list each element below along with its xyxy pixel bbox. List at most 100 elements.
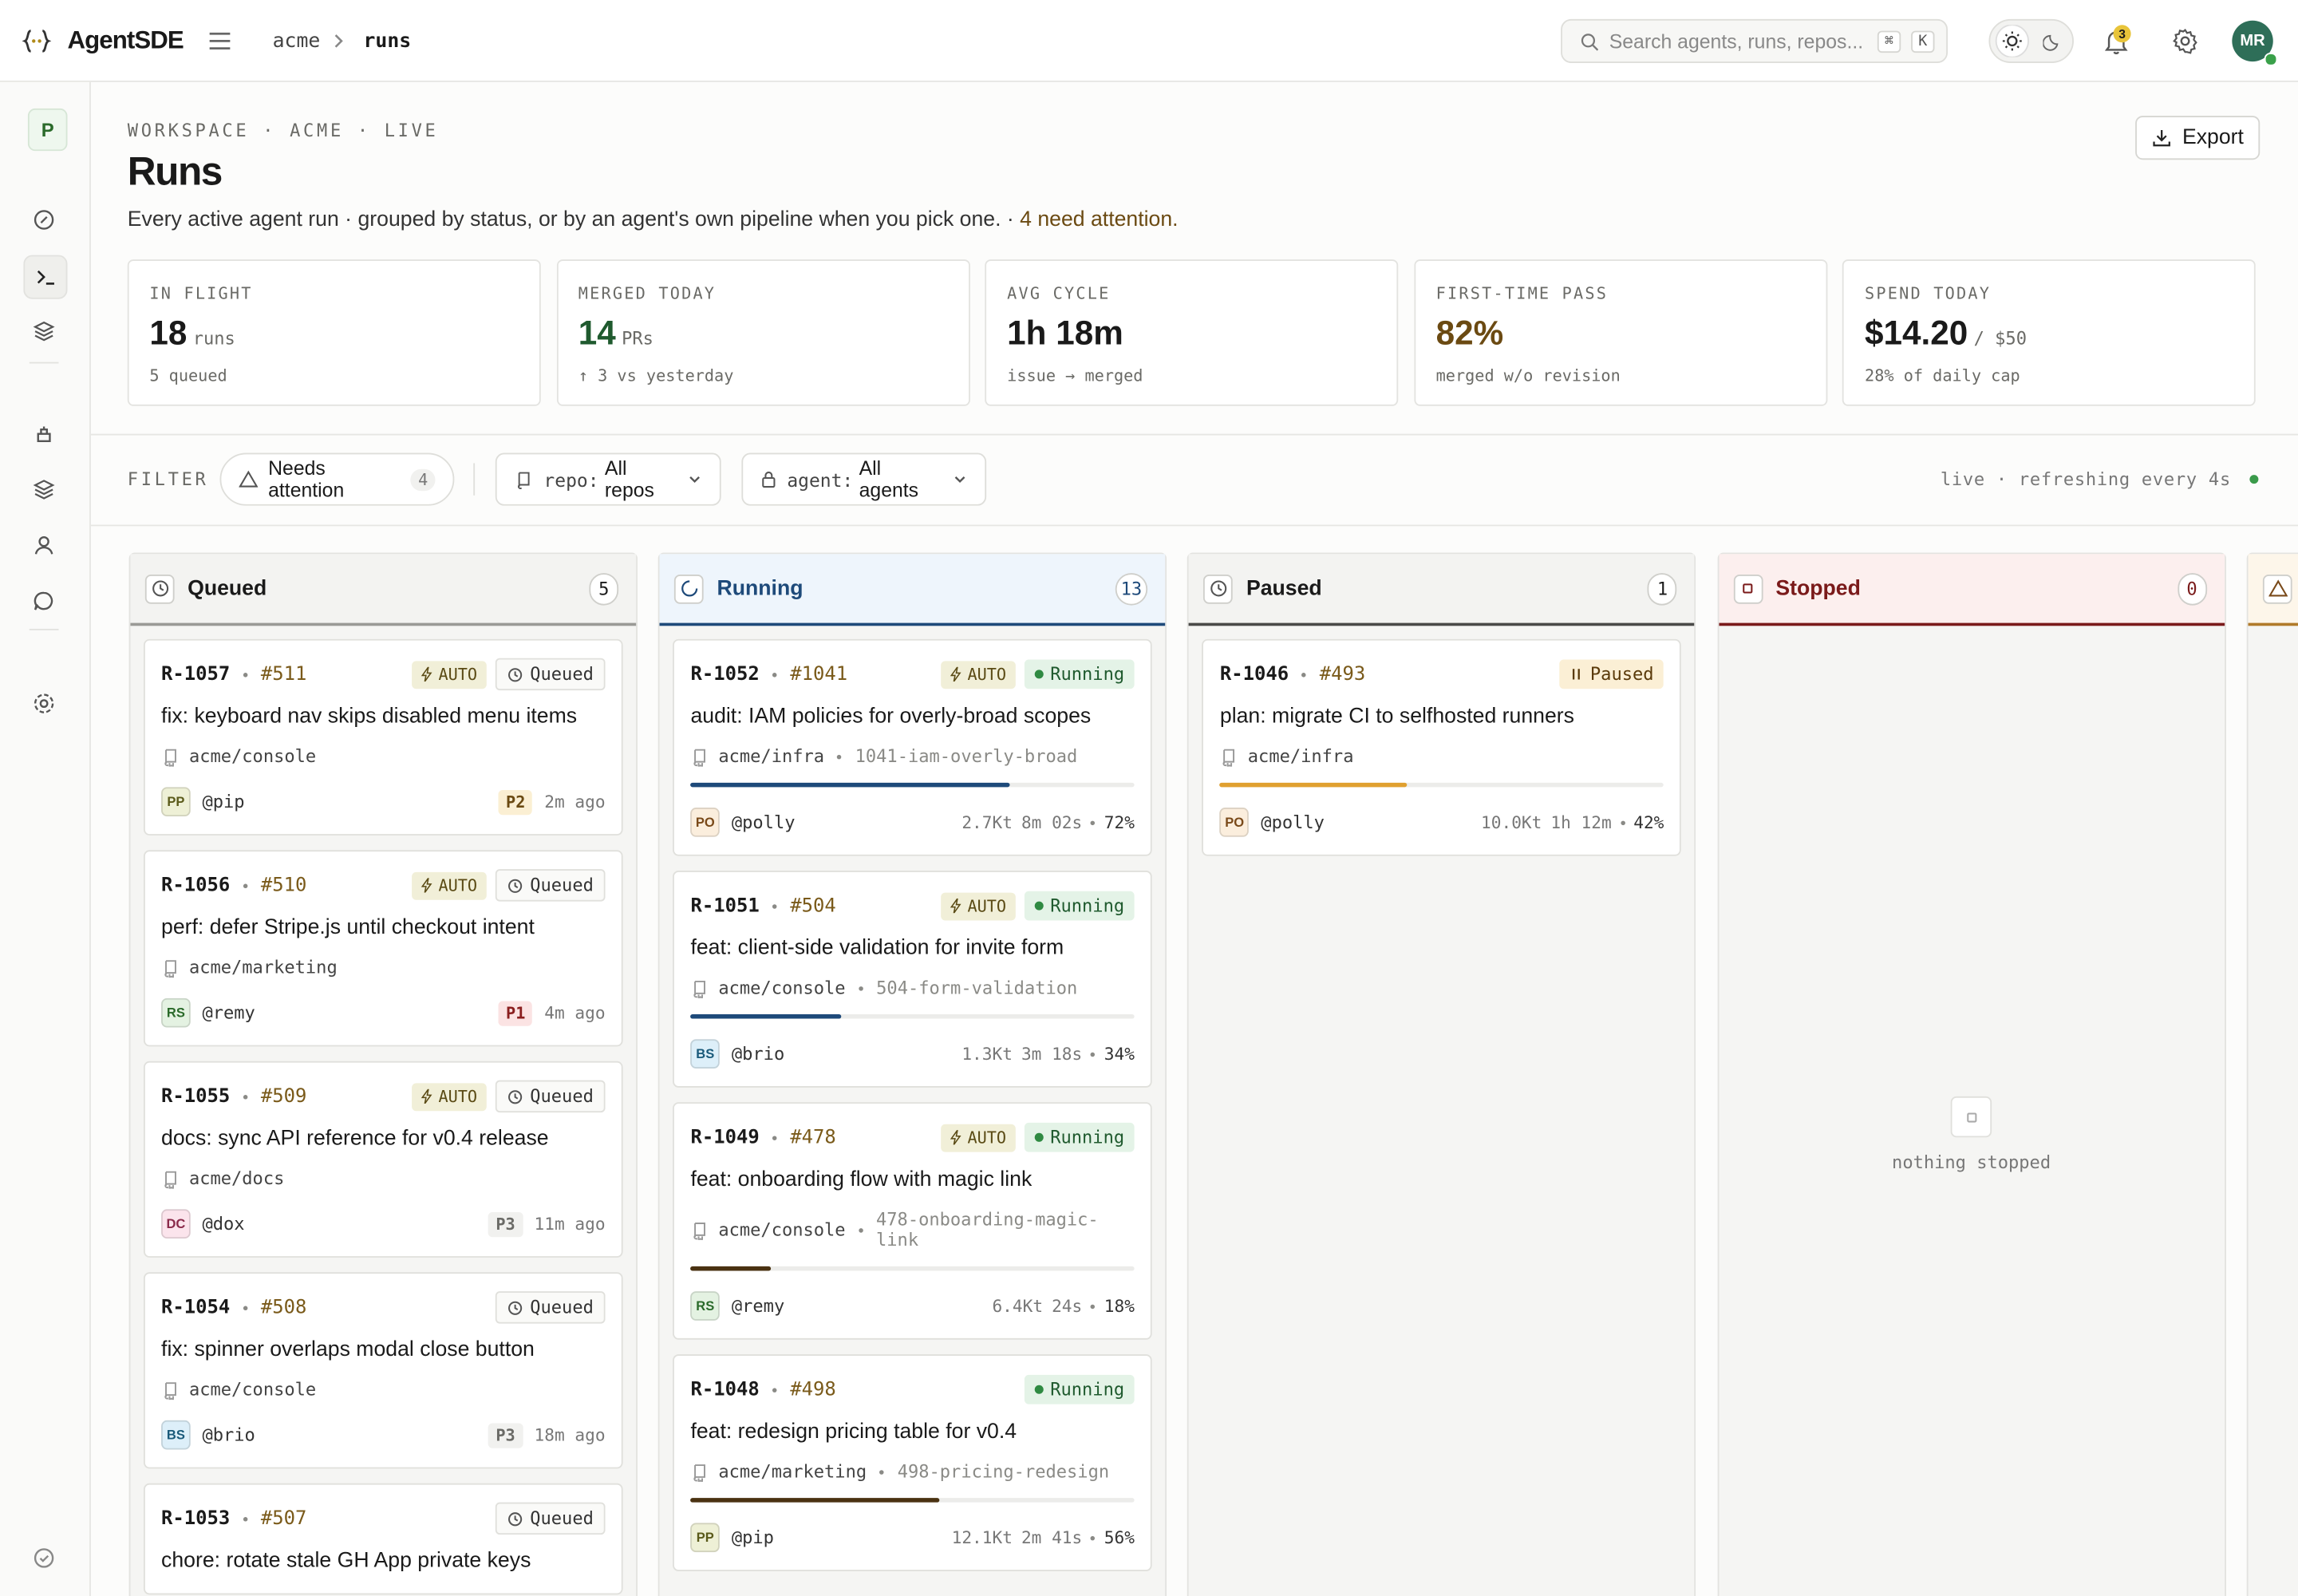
nav-people[interactable] <box>23 525 64 566</box>
column-header: Paused 1 <box>1189 554 1695 626</box>
agent-handle: @polly <box>1261 812 1325 833</box>
repo-row: acme/infra <box>1220 746 1664 767</box>
card-title: chore: rotate stale GH App private keys <box>161 1549 531 1573</box>
stat-number: $14.20 <box>1865 314 1968 352</box>
status-label: Running <box>1050 1379 1125 1400</box>
status-pill: Paused <box>1559 659 1664 689</box>
repo-row: acme/console <box>161 746 606 767</box>
status-label: Queued <box>530 875 594 896</box>
card-title: fix: spinner overlaps modal close button <box>161 1337 535 1362</box>
theme-toggle[interactable] <box>1988 18 2074 63</box>
separator <box>837 753 843 759</box>
separator <box>1091 820 1096 825</box>
filter-repo[interactable]: repo: All repos <box>495 452 721 506</box>
nav-dashboard[interactable] <box>23 200 64 240</box>
dropdown-chevron <box>953 472 967 486</box>
run-card[interactable]: R-1055 #509 AUTO Queued docs: sync API refer… <box>143 1061 623 1258</box>
stat-note: 28% of daily cap <box>1865 366 2020 386</box>
branch-name: 478-onboarding-magic-link <box>876 1209 1099 1250</box>
export-button[interactable]: Export <box>2135 116 2260 160</box>
nav-settings[interactable] <box>23 683 64 724</box>
run-card[interactable]: R-1046 #493 Paused plan: migrate CI to self… <box>1202 638 1682 856</box>
card-header: R-1052 #1041 AUTO Running <box>690 658 1135 690</box>
run-card[interactable]: R-1054 #508 Queued fix: spinner overlaps mo… <box>143 1272 623 1469</box>
card-footer: BS @brio 1.3Kt 3m 18s 34% <box>690 1039 1135 1069</box>
run-card[interactable]: R-1053 #507 Queued chore: rotate stale GH A… <box>143 1483 623 1595</box>
stat-number: 82% <box>1435 314 1504 352</box>
agent-handle: @pip <box>202 791 245 812</box>
run-card[interactable]: R-1051 #504 AUTO Running feat: client-side v… <box>673 871 1153 1088</box>
run-card[interactable]: R-1048 #498 Running feat: redesign pricing … <box>673 1354 1153 1571</box>
bolt-icon <box>421 878 434 893</box>
filter-attention[interactable]: Needs attention 4 <box>219 452 455 506</box>
nav-agents[interactable] <box>23 413 64 454</box>
column-count: 0 <box>2177 572 2207 605</box>
settings[interactable] <box>2172 28 2198 54</box>
nav-chat[interactable] <box>23 580 64 621</box>
priority-badge: P2 <box>498 789 533 815</box>
agent-avatar: BS <box>161 1420 191 1450</box>
separator <box>772 903 777 908</box>
run-card[interactable]: R-1049 #478 AUTO Running feat: onboarding fl… <box>673 1102 1153 1340</box>
stat-card: IN FLIGHT 18 runs 5 queued <box>127 259 541 406</box>
status-pill: Queued <box>495 658 606 691</box>
repo-row: acme/console 504-form-validation <box>690 978 1135 998</box>
clock-icon <box>507 1511 523 1527</box>
status-dot <box>1034 901 1044 911</box>
separator <box>859 1227 863 1232</box>
filter-attention-label: Needs attention <box>268 457 345 502</box>
duration: 2m 41s <box>1021 1527 1083 1548</box>
separator <box>1620 820 1625 825</box>
card-header: R-1053 #507 Queued <box>161 1502 606 1535</box>
card-footer: PP @pip 12.1Kt 2m 41s 56% <box>690 1523 1135 1553</box>
stat-unit: PRs <box>622 328 653 350</box>
divider <box>29 361 59 364</box>
dropdown-chevron <box>687 472 701 486</box>
separator <box>772 672 777 677</box>
repo-name: acme/marketing <box>718 1461 867 1482</box>
search-placeholder: Search agents, runs, repos... <box>1609 30 1864 53</box>
agent-handle: @brio <box>202 1424 255 1446</box>
nav-runs[interactable] <box>23 255 68 299</box>
progress-label: 42% <box>1633 812 1664 833</box>
nav-pipelines[interactable] <box>23 310 64 351</box>
breadcrumb[interactable]: acme <box>272 29 321 53</box>
workspace-switcher[interactable]: P <box>27 108 68 152</box>
stat-value: $14.20/ $50 <box>1865 314 2027 354</box>
breadcrumb-sep <box>333 34 345 48</box>
stat-card: MERGED TODAY 14 PRs ↑ 3 vs yesterday <box>556 259 970 406</box>
filter-agent[interactable]: agent: All agents <box>741 452 987 506</box>
stat-note: merged w/o revision <box>1435 366 1621 386</box>
run-card[interactable]: R-1056 #510 AUTO Queued perf: defer Stripe.j… <box>143 850 623 1047</box>
nav-status[interactable] <box>23 1538 64 1578</box>
run-card[interactable]: R-1057 #511 AUTO Queued fix: keyboard nav sk… <box>143 638 623 836</box>
filter-separator <box>473 463 476 496</box>
card-footer: RS @remy P1 4m ago <box>161 998 606 1028</box>
stat-card: AVG CYCLE 1h 18m issue → merged <box>985 259 1399 406</box>
card-header: R-1049 #478 AUTO Running <box>690 1121 1135 1153</box>
progress-track <box>1219 782 1664 788</box>
attention-link[interactable]: 4 need attention. <box>1020 207 1179 232</box>
agent-handle: @polly <box>731 812 796 833</box>
kbd: ⌘ <box>1877 30 1901 53</box>
separator <box>772 1387 777 1392</box>
menu-toggle[interactable] <box>208 31 231 52</box>
column-icon <box>1733 574 1763 603</box>
status-pill: Queued <box>495 1080 606 1113</box>
status-label: Queued <box>530 1297 594 1318</box>
filter-key: repo: <box>543 468 599 491</box>
separator <box>243 1305 248 1310</box>
stat-value: 18 runs <box>149 314 235 354</box>
stat-label: SPEND TODAY <box>1865 284 1992 304</box>
run-meta: 2.7Kt 8m 02s 72% <box>961 812 1135 833</box>
status-label: Queued <box>530 664 594 685</box>
light-mode <box>1993 25 2031 57</box>
status-pill: Queued <box>495 1502 606 1535</box>
card-footer: BS @brio P3 18m ago <box>161 1420 606 1450</box>
search[interactable]: Search agents, runs, repos... ⌘ K <box>1561 18 1949 63</box>
duration: 1h 12m <box>1550 812 1612 833</box>
repo-icon <box>690 1462 709 1482</box>
nav-repos[interactable] <box>23 469 64 510</box>
run-card[interactable]: R-1052 #1041 AUTO Running audit: IAM policie… <box>673 638 1153 856</box>
run-id: R-1046 <box>1219 663 1289 685</box>
